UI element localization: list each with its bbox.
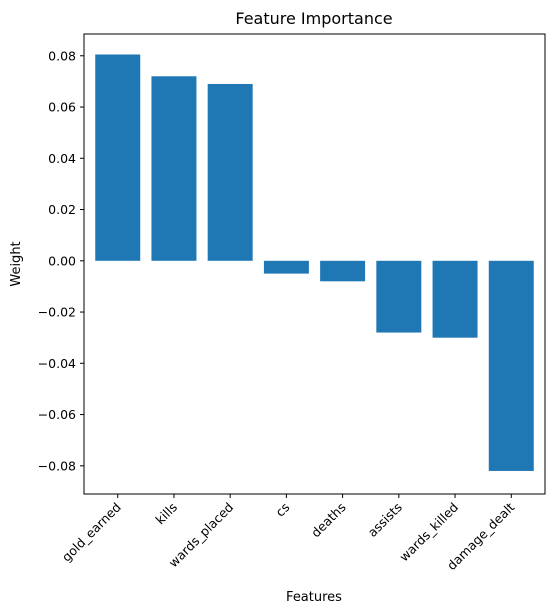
y-tick-label: −0.08 xyxy=(38,458,76,473)
y-tick-label: −0.06 xyxy=(38,407,76,422)
y-tick-label: 0.02 xyxy=(48,202,76,217)
y-axis-ticks: −0.08 −0.06 −0.04 −0.02 0.00 0.02 0.04 0.06 0.08 xyxy=(38,48,84,473)
y-tick-label: −0.02 xyxy=(38,305,76,320)
bar-cs xyxy=(263,260,309,274)
x-tick-label: gold_earned xyxy=(59,500,124,565)
bar-deaths xyxy=(320,260,366,282)
x-tick-label: cs xyxy=(272,500,292,520)
y-tick-label: 0.04 xyxy=(48,151,76,166)
y-tick-label: 0.00 xyxy=(48,253,76,268)
y-tick-label: −0.04 xyxy=(38,356,76,371)
x-tick-label: kills xyxy=(152,500,180,528)
y-axis-label: Weight xyxy=(9,241,24,286)
x-axis-label: Features xyxy=(286,590,342,605)
axes-frame xyxy=(83,33,546,495)
x-tick-label: deaths xyxy=(308,500,349,541)
bar-wards-placed xyxy=(207,83,253,261)
y-tick-label: 0.08 xyxy=(48,48,76,63)
bars-group xyxy=(95,54,534,471)
bar-damage-dealt xyxy=(488,260,534,471)
y-tick-label: 0.06 xyxy=(48,100,76,115)
bar-assists xyxy=(376,260,422,333)
chart-title: Feature Importance xyxy=(235,9,392,28)
bar-wards-killed xyxy=(432,260,478,338)
bar-kills xyxy=(151,76,197,261)
bar-gold-earned xyxy=(95,54,141,261)
x-tick-label: assists xyxy=(365,500,405,540)
